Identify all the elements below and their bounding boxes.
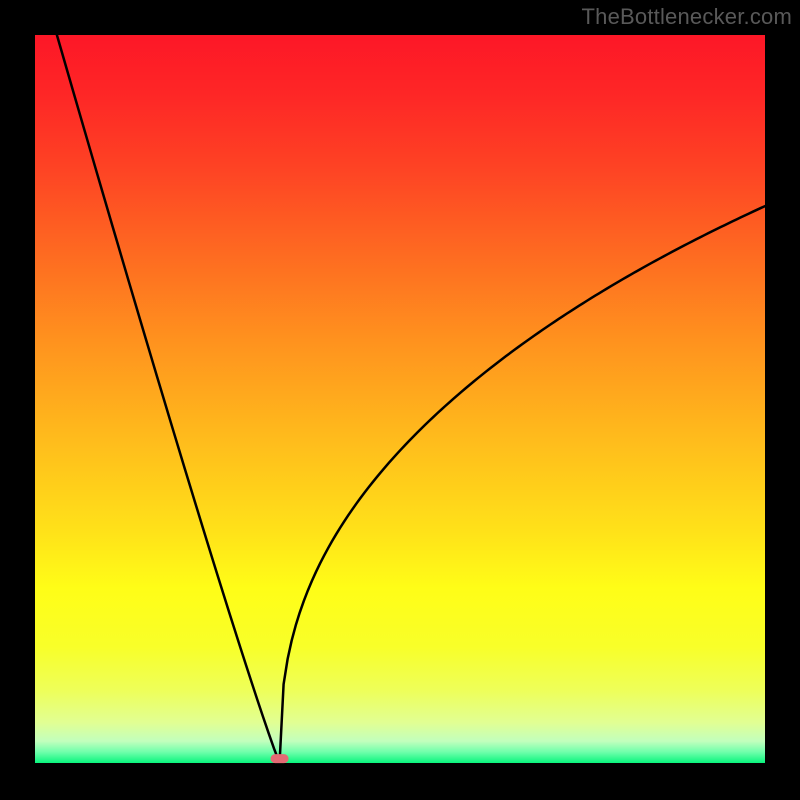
bottleneck-chart — [0, 0, 800, 800]
chart-root: TheBottlenecker.com — [0, 0, 800, 800]
plot-background — [35, 35, 765, 763]
watermark-text: TheBottlenecker.com — [582, 4, 792, 30]
minimum-marker — [271, 754, 289, 763]
